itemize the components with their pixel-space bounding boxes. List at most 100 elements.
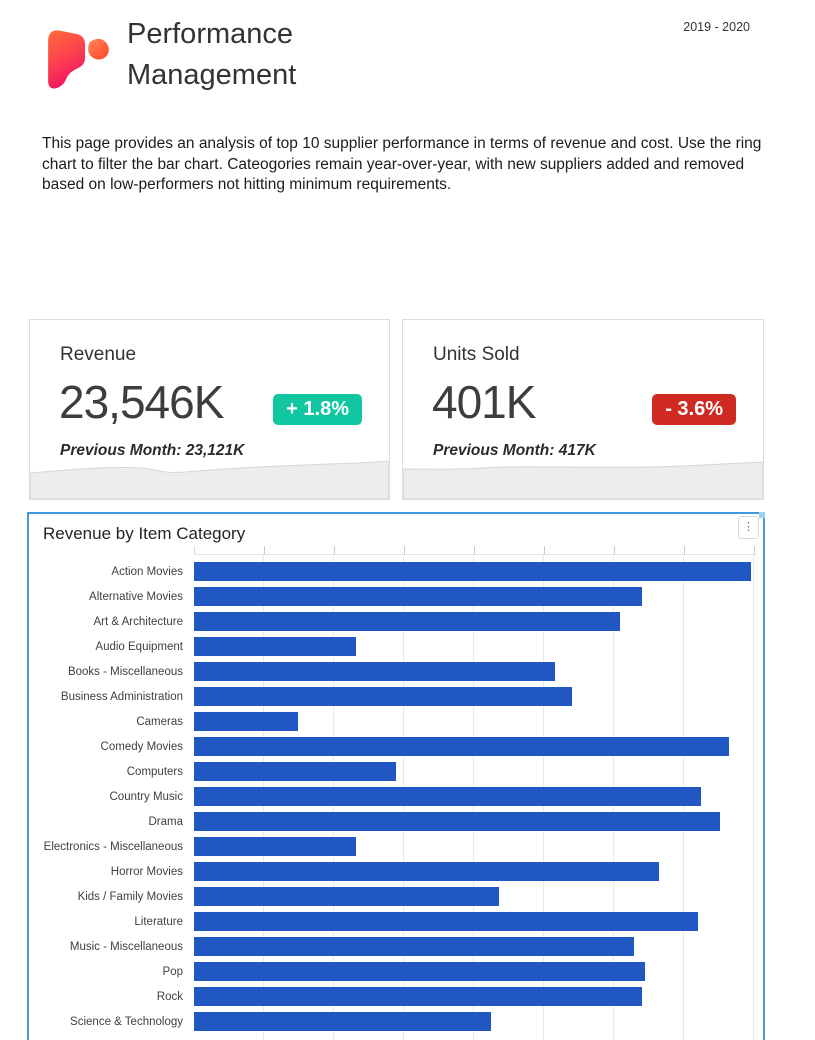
category-label: Business Administration xyxy=(60,690,183,703)
axis-ticks xyxy=(194,546,756,554)
bar[interactable] xyxy=(194,787,701,806)
category-label: Action Movies xyxy=(111,565,183,578)
bar-row: Horror Movies xyxy=(29,859,763,884)
bar-row: Art & Architecture xyxy=(29,609,763,634)
bar-track xyxy=(194,734,754,759)
kpi-sparkline xyxy=(403,461,763,499)
bar-row: Audio Equipment xyxy=(29,634,763,659)
category-label: Horror Movies xyxy=(110,865,183,878)
category-label: Computers xyxy=(126,765,183,778)
bar-track xyxy=(194,634,754,659)
kpi-previous-label: Previous Month: 417K xyxy=(433,442,596,459)
bar-row: Business Administration xyxy=(29,684,763,709)
bar-track xyxy=(194,859,754,884)
category-label: Country Music xyxy=(109,790,184,803)
bar-track xyxy=(194,834,754,859)
bar-row: Music - Miscellaneous xyxy=(29,934,763,959)
page-title-line2: Management xyxy=(127,59,297,91)
bar-row: Books - Miscellaneous xyxy=(29,659,763,684)
page-title: Performance Management xyxy=(127,14,296,96)
category-label: Alternative Movies xyxy=(89,590,183,603)
bar-track xyxy=(194,984,754,1009)
kpi-delta-badge: - 3.6% xyxy=(652,394,736,425)
kpi-title: Units Sold xyxy=(433,344,520,365)
bar-row: Electronics - Miscellaneous xyxy=(29,834,763,859)
bar[interactable] xyxy=(194,737,729,756)
bar-track xyxy=(194,884,754,909)
page-title-line1: Performance xyxy=(127,18,294,50)
bar-row: Pop xyxy=(29,959,763,984)
bar[interactable] xyxy=(194,562,752,581)
kpi-delta-badge: + 1.8% xyxy=(273,394,362,425)
kpi-sparkline xyxy=(30,460,389,499)
bar-track xyxy=(194,659,754,684)
kpi-card-revenue[interactable]: Revenue 23,546K + 1.8% Previous Month: 2… xyxy=(29,319,390,500)
bar-track xyxy=(194,609,754,634)
bar-track xyxy=(194,684,754,709)
bar[interactable] xyxy=(194,612,620,631)
bar[interactable] xyxy=(194,687,572,706)
category-label: Science & Technology xyxy=(70,1015,183,1028)
bar-track xyxy=(194,709,754,734)
kpi-card-units-sold[interactable]: Units Sold 401K - 3.6% Previous Month: 4… xyxy=(402,319,764,500)
bar[interactable] xyxy=(194,712,298,731)
category-label: Cameras xyxy=(136,715,183,728)
kpi-value: 23,546K xyxy=(59,376,224,428)
bar[interactable] xyxy=(194,762,396,781)
category-label: Kids / Family Movies xyxy=(77,890,183,903)
category-label: Rock xyxy=(156,990,183,1003)
bar-row: Drama xyxy=(29,809,763,834)
bar[interactable] xyxy=(194,812,721,831)
bar-track xyxy=(194,959,754,984)
bar-row: Science & Technology xyxy=(29,1009,763,1034)
category-label: Comedy Movies xyxy=(100,740,183,753)
brand-logo-icon xyxy=(48,30,109,89)
page-description: This page provides an analysis of top 10… xyxy=(42,135,762,193)
bar-row: Computers xyxy=(29,759,763,784)
bar-track xyxy=(194,1009,754,1034)
bar[interactable] xyxy=(194,637,357,656)
bar[interactable] xyxy=(194,912,698,931)
bar[interactable] xyxy=(194,887,500,906)
bar-row: Action Movies xyxy=(29,559,763,584)
bar-row: Country Music xyxy=(29,784,763,809)
bar[interactable] xyxy=(194,862,659,881)
logo-main-shape xyxy=(48,30,86,89)
category-label: Drama xyxy=(148,815,183,828)
category-label: Electronics - Miscellaneous xyxy=(43,840,183,853)
bar-rows: Action Movies Alternative Movies Art & Arc… xyxy=(29,559,763,1034)
category-label: Music - Miscellaneous xyxy=(69,940,183,953)
category-label: Books - Miscellaneous xyxy=(67,665,183,678)
kpi-previous-label: Previous Month: 23,121K xyxy=(60,442,245,459)
bar-row: Rock xyxy=(29,984,763,1009)
bar[interactable] xyxy=(194,662,556,681)
more-options-icon[interactable]: ⋮ xyxy=(738,516,759,539)
bar[interactable] xyxy=(194,587,642,606)
bar-row: Kids / Family Movies xyxy=(29,884,763,909)
bar[interactable] xyxy=(194,962,645,981)
bar[interactable] xyxy=(194,937,634,956)
kpi-value: 401K xyxy=(432,376,536,428)
bar-track xyxy=(194,584,754,609)
bar-chart-card[interactable]: Revenue by Item Category ⋮ Action Movies… xyxy=(27,512,765,1040)
bar-row: Cameras xyxy=(29,709,763,734)
category-label: Literature xyxy=(134,915,183,928)
bar-track xyxy=(194,909,754,934)
bar[interactable] xyxy=(194,1012,491,1031)
date-range-label: 2019 - 2020 xyxy=(683,20,750,34)
bar[interactable] xyxy=(194,987,642,1006)
bar[interactable] xyxy=(194,837,357,856)
bar-track xyxy=(194,784,754,809)
category-label: Art & Architecture xyxy=(93,615,183,628)
category-label: Audio Equipment xyxy=(95,640,183,653)
bar-track xyxy=(194,559,754,584)
chart-title: Revenue by Item Category xyxy=(43,524,246,543)
bar-track xyxy=(194,809,754,834)
bar-track xyxy=(194,934,754,959)
bar-row: Alternative Movies xyxy=(29,584,763,609)
bar-row: Literature xyxy=(29,909,763,934)
logo-teardrop-shape xyxy=(88,38,109,60)
kpi-title: Revenue xyxy=(60,344,137,365)
selection-handle[interactable] xyxy=(759,512,765,518)
